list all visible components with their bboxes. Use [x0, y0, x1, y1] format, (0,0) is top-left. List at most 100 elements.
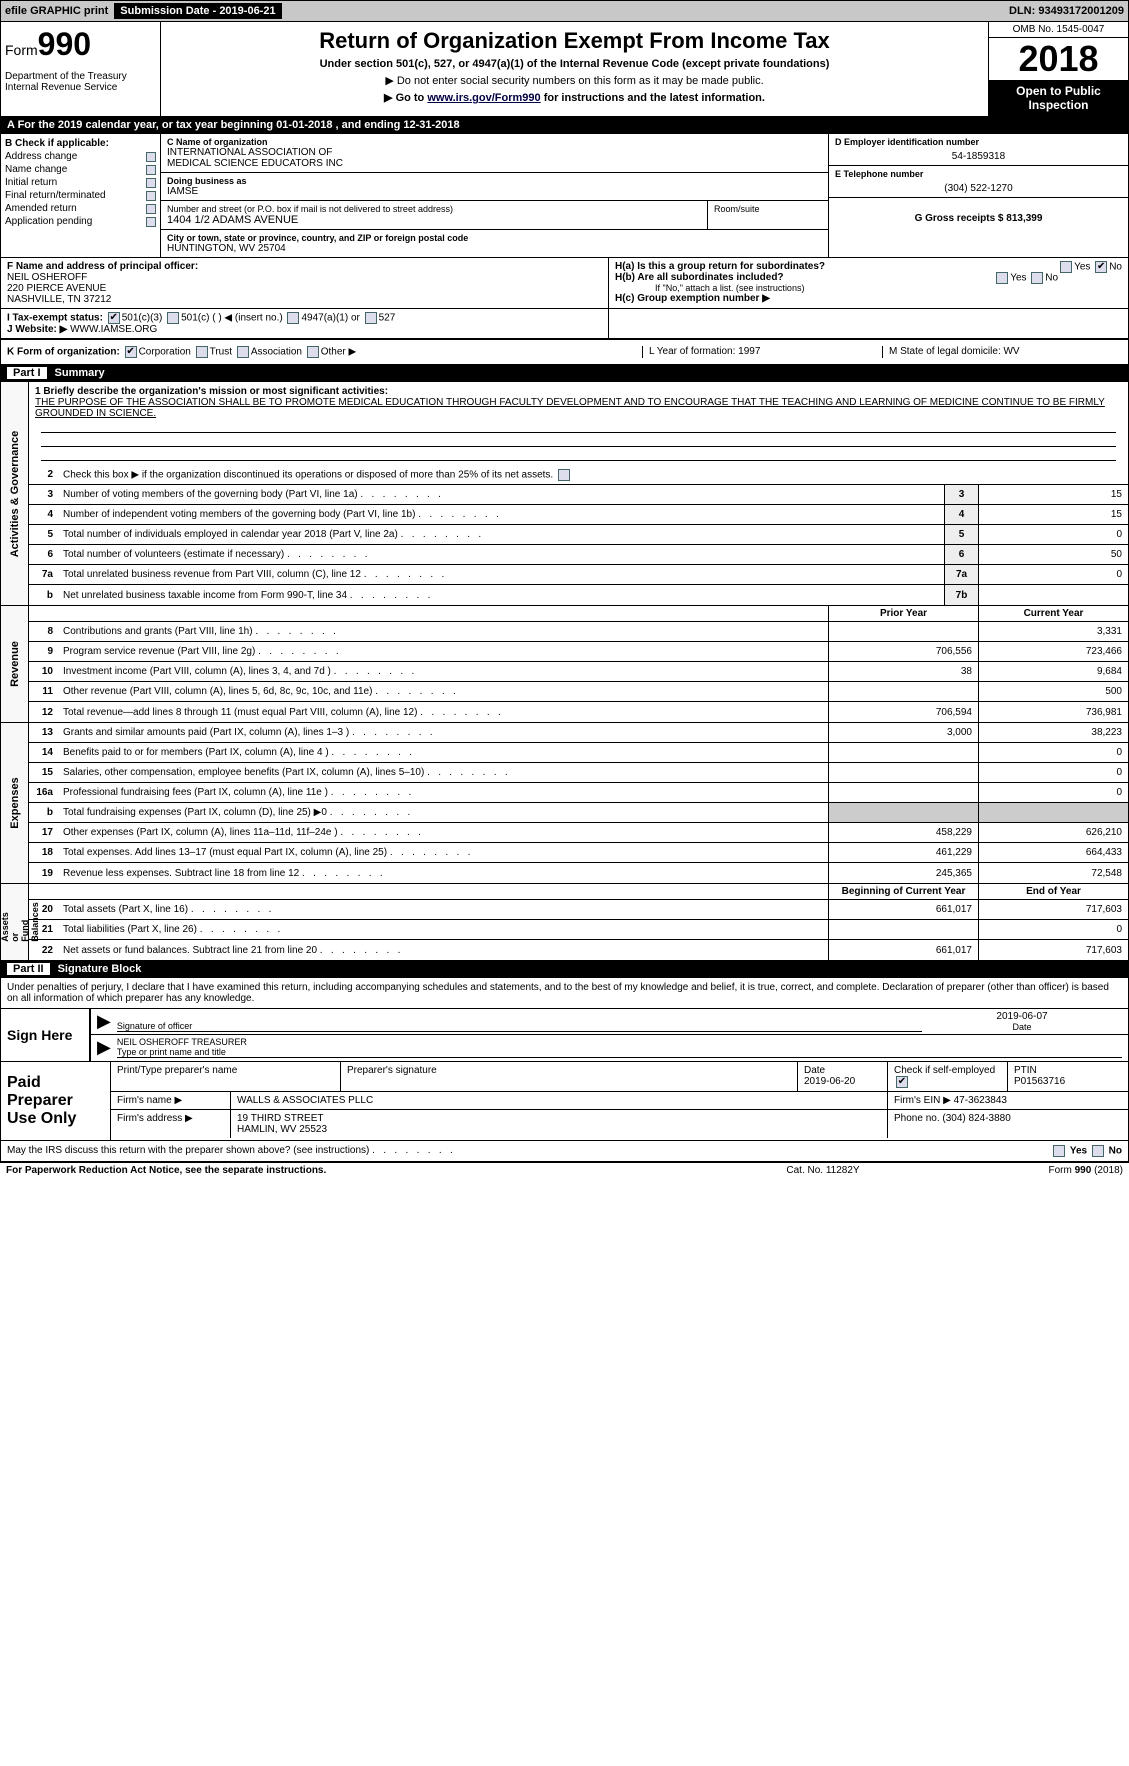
- form-footer: Form 990 (2018): [923, 1165, 1123, 1176]
- prep-self-emp: Check if self-employed: [888, 1062, 1008, 1091]
- firm-addr: 19 THIRD STREETHAMLIN, WV 25523: [231, 1110, 888, 1138]
- discuss-no-checkbox[interactable]: [1092, 1145, 1104, 1157]
- state-domicile: M State of legal domicile: WV: [882, 346, 1122, 358]
- efile-label: efile GRAPHIC print: [5, 5, 108, 17]
- hb-no-checkbox[interactable]: [1031, 272, 1043, 284]
- row-i-j: I Tax-exempt status: 501(c)(3) 501(c) ( …: [0, 309, 1129, 340]
- ha-yes-checkbox[interactable]: [1060, 261, 1072, 273]
- signature-declaration: Under penalties of perjury, I declare th…: [0, 978, 1129, 1009]
- summary-line: 11Other revenue (Part VIII, column (A), …: [29, 682, 1128, 702]
- instructions-link-line: ▶ Go to www.irs.gov/Form990 for instruct…: [167, 91, 982, 104]
- checkbox[interactable]: [146, 204, 156, 214]
- hb-line: H(b) Are all subordinates included? Yes …: [615, 272, 1122, 283]
- summary-line: 12Total revenue—add lines 8 through 11 (…: [29, 702, 1128, 722]
- section-governance: Activities & Governance 1 Briefly descri…: [0, 382, 1129, 606]
- gross-receipts: G Gross receipts $ 813,399: [835, 213, 1122, 224]
- website-label: J Website: ▶: [7, 324, 67, 335]
- 527-checkbox[interactable]: [365, 312, 377, 324]
- checkbox-item: Address change: [5, 151, 156, 162]
- page-footer: For Paperwork Reduction Act Notice, see …: [0, 1162, 1129, 1178]
- line2-checkbox[interactable]: [558, 469, 570, 481]
- checkbox-item: Initial return: [5, 177, 156, 188]
- checkbox-item: Name change: [5, 164, 156, 175]
- 4947-checkbox[interactable]: [287, 312, 299, 324]
- end-year-hdr: End of Year: [978, 884, 1128, 899]
- omb-number: OMB No. 1545-0047: [989, 22, 1128, 38]
- irs-link[interactable]: www.irs.gov/Form990: [427, 92, 540, 104]
- col-b-header: B Check if applicable:: [5, 138, 156, 149]
- ha-line: H(a) Is this a group return for subordin…: [615, 261, 1122, 272]
- checkbox[interactable]: [146, 165, 156, 175]
- ein-value: 54-1859318: [835, 151, 1122, 162]
- discuss-yes-checkbox[interactable]: [1053, 1145, 1065, 1157]
- identity-block: B Check if applicable: Address change Nam…: [0, 134, 1129, 258]
- checkbox[interactable]: [146, 217, 156, 227]
- form-title: Return of Organization Exempt From Incom…: [167, 28, 982, 54]
- form-subtitle: Under section 501(c), 527, or 4947(a)(1)…: [167, 58, 982, 70]
- 501c3-checkbox[interactable]: [108, 312, 120, 324]
- checkbox[interactable]: [146, 152, 156, 162]
- phone-label: E Telephone number: [835, 169, 1122, 179]
- firm-addr-label: Firm's address ▶: [111, 1110, 231, 1138]
- firm-phone: Phone no. (304) 824-3880: [888, 1110, 1128, 1138]
- hc-line: H(c) Group exemption number ▶: [615, 293, 1122, 304]
- checkbox-item: Amended return: [5, 203, 156, 214]
- sig-name-line: NEIL OSHEROFF TREASURERType or print nam…: [117, 1037, 1122, 1058]
- paid-preparer-label: Paid Preparer Use Only: [1, 1062, 111, 1140]
- row-k: K Form of organization: Corporation Trus…: [0, 340, 1129, 365]
- section-revenue: Revenue Prior YearCurrent Year 8Contribu…: [0, 606, 1129, 723]
- form-org-label: K Form of organization:: [7, 347, 120, 358]
- firm-name: WALLS & ASSOCIATES PLLC: [231, 1092, 888, 1109]
- line2-desc: Check this box ▶ if the organization dis…: [59, 467, 1128, 483]
- mission-label: 1 Briefly describe the organization's mi…: [35, 386, 388, 397]
- tax-exempt-label: I Tax-exempt status:: [7, 313, 103, 324]
- hb-yes-checkbox[interactable]: [996, 272, 1008, 284]
- vlabel-net: Net Assets or Fund Balances: [0, 902, 40, 942]
- summary-line: bNet unrelated business taxable income f…: [29, 585, 1128, 605]
- section-net-assets: Net Assets or Fund Balances Beginning of…: [0, 884, 1129, 961]
- officer-addr1: 220 PIERCE AVENUE: [7, 283, 602, 294]
- summary-line: 7aTotal unrelated business revenue from …: [29, 565, 1128, 585]
- self-emp-checkbox[interactable]: [896, 1076, 908, 1088]
- officer-name: NEIL OSHEROFF: [7, 272, 602, 283]
- 501c-checkbox[interactable]: [167, 312, 179, 324]
- summary-line: 16aProfessional fundraising fees (Part I…: [29, 783, 1128, 803]
- discuss-row: May the IRS discuss this return with the…: [0, 1141, 1129, 1162]
- firm-name-label: Firm's name ▶: [111, 1092, 231, 1109]
- row-f-h: F Name and address of principal officer:…: [0, 258, 1129, 309]
- section-expenses: Expenses 13Grants and similar amounts pa…: [0, 723, 1129, 884]
- summary-line: 19Revenue less expenses. Subtract line 1…: [29, 863, 1128, 883]
- summary-line: bTotal fundraising expenses (Part IX, co…: [29, 803, 1128, 823]
- org-name-label: C Name of organization: [167, 137, 822, 147]
- open-to-public: Open to Public Inspection: [989, 80, 1128, 116]
- dln-number: DLN: 93493172001209: [1009, 5, 1124, 17]
- other-checkbox[interactable]: [307, 346, 319, 358]
- checkbox[interactable]: [146, 191, 156, 201]
- summary-line: 17Other expenses (Part IX, column (A), l…: [29, 823, 1128, 843]
- trust-checkbox[interactable]: [196, 346, 208, 358]
- vlabel-revenue: Revenue: [9, 641, 21, 687]
- sig-officer-line: Signature of officer: [117, 1021, 922, 1032]
- ein-label: D Employer identification number: [835, 137, 1122, 147]
- summary-line: 9Program service revenue (Part VIII, lin…: [29, 642, 1128, 662]
- row-a-tax-year: A For the 2019 calendar year, or tax yea…: [0, 117, 1129, 134]
- street-value: 1404 1/2 ADAMS AVENUE: [167, 214, 701, 226]
- dba-label: Doing business as: [167, 176, 822, 186]
- checkbox-item: Application pending: [5, 216, 156, 227]
- street-label: Number and street (or P.O. box if mail i…: [167, 204, 701, 214]
- sign-here-block: Sign Here ▶Signature of officer2019-06-0…: [0, 1009, 1129, 1062]
- summary-line: 22Net assets or fund balances. Subtract …: [29, 940, 1128, 960]
- beg-year-hdr: Beginning of Current Year: [828, 884, 978, 899]
- summary-line: 4Number of independent voting members of…: [29, 505, 1128, 525]
- checkbox[interactable]: [146, 178, 156, 188]
- checkbox-item: Final return/terminated: [5, 190, 156, 201]
- assoc-checkbox[interactable]: [237, 346, 249, 358]
- paid-preparer-block: Paid Preparer Use Only Print/Type prepar…: [0, 1062, 1129, 1141]
- part2-header: Part IISignature Block: [0, 961, 1129, 978]
- paperwork-notice: For Paperwork Reduction Act Notice, see …: [6, 1165, 723, 1176]
- org-name: INTERNATIONAL ASSOCIATION OF MEDICAL SCI…: [167, 147, 822, 169]
- current-year-hdr: Current Year: [978, 606, 1128, 621]
- ha-no-checkbox[interactable]: [1095, 261, 1107, 273]
- corp-checkbox[interactable]: [125, 346, 137, 358]
- summary-line: 3Number of voting members of the governi…: [29, 485, 1128, 505]
